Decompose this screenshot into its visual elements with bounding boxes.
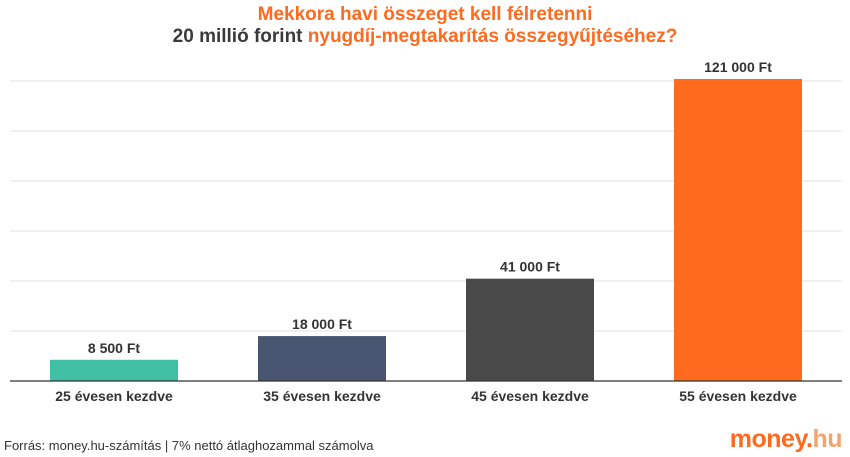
- bar-1: [50, 359, 178, 381]
- bar-4: [674, 79, 802, 381]
- chart-title-line-1-text: Mekkora havi összeget kell félretenni: [257, 4, 593, 25]
- bar-3: [466, 278, 594, 381]
- logo-text-money: money.: [729, 425, 813, 453]
- category-label-2: 35 évesen kezdve: [263, 388, 381, 404]
- chart-title-line-2: 20 millió forint nyugdíj-megtakarítás ös…: [0, 26, 850, 48]
- data-label-2: 18 000 Ft: [292, 316, 352, 332]
- category-label-3: 45 évesen kezdve: [471, 388, 589, 404]
- source-note: Forrás: money.hu-számítás | 7% nettó átl…: [4, 438, 374, 453]
- category-label-1: 25 évesen kezdve: [55, 388, 173, 404]
- bar-2: [258, 336, 386, 381]
- chart-title-line-1: Mekkora havi összeget kell félretenni: [0, 4, 850, 26]
- category-label-4: 55 évesen kezdve: [679, 388, 797, 404]
- chart-title-suffix: nyugdíj-megtakarítás összegyűjtéséhez?: [307, 26, 678, 47]
- money-hu-logo: money.hu: [729, 425, 843, 454]
- data-label-4: 121 000 Ft: [704, 59, 772, 75]
- chart-title-prefix: 20 millió forint: [172, 26, 308, 47]
- data-label-3: 41 000 Ft: [500, 259, 560, 275]
- data-label-1: 8 500 Ft: [88, 340, 140, 356]
- logo-text-hu: hu: [812, 425, 842, 453]
